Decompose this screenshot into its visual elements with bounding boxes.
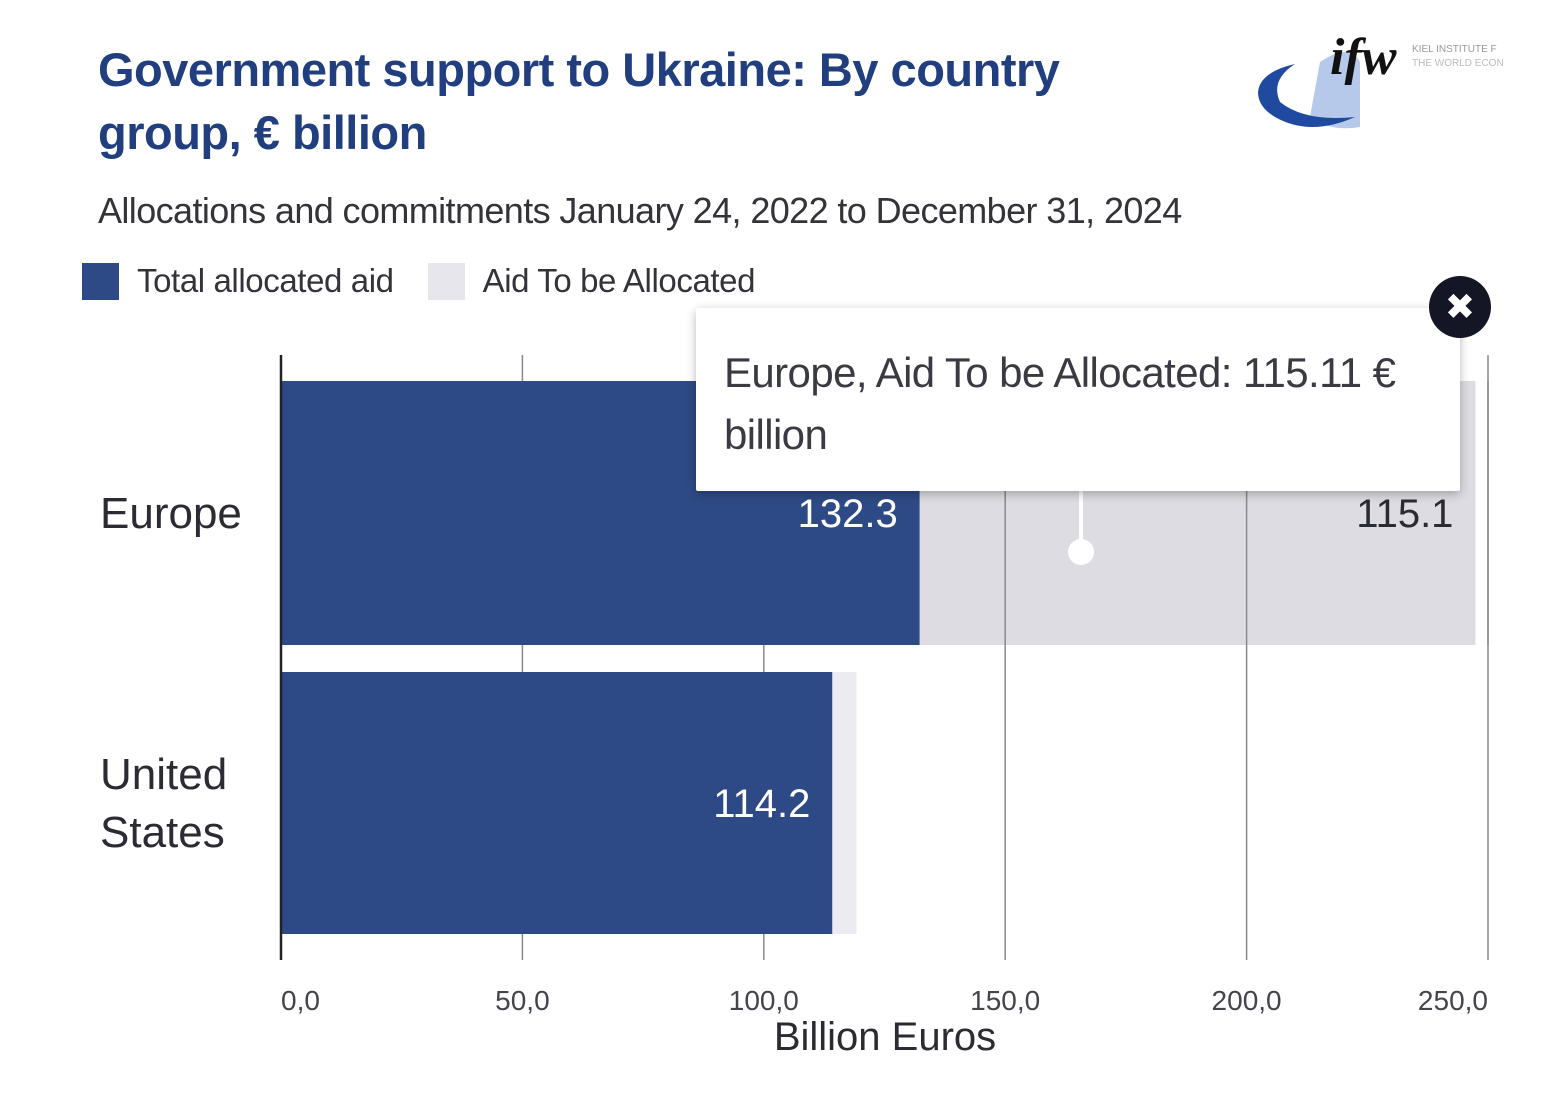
chart-title: Government support to Ukraine: By countr…	[98, 43, 1060, 159]
x-tick-label: 250,0	[1418, 985, 1488, 1016]
logo-line2: THE WORLD ECON	[1412, 58, 1504, 69]
x-tick-label: 200,0	[1212, 985, 1282, 1016]
chart-subtitle: Allocations and commitments January 24, …	[98, 190, 1182, 231]
logo-line1: KIEL INSTITUTE F	[1412, 44, 1497, 55]
legend-swatch-total-allocated	[82, 262, 119, 300]
legend-item-to-be-allocated[interactable]: Aid To be Allocated	[427, 262, 756, 300]
legend: Total allocated aid Aid To be Allocated	[82, 262, 789, 300]
data-label: 115.1	[1356, 492, 1453, 536]
globe-swoosh	[1258, 64, 1355, 127]
bar-united-states-aid-to-be-allocated[interactable]	[832, 672, 857, 934]
ifw-logo: ifw KIEL INSTITUTE F THE WORLD ECON	[1258, 29, 1504, 129]
category-label: Europe	[100, 489, 242, 538]
legend-item-total-allocated[interactable]: Total allocated aid	[82, 262, 394, 300]
bar-united-states-total-allocated-aid[interactable]	[281, 672, 833, 934]
tooltip-close-button[interactable]: ✖	[1429, 276, 1491, 338]
legend-label: Total allocated aid	[137, 262, 394, 299]
x-tick-label: 100,0	[729, 985, 799, 1016]
category-label: States	[100, 808, 225, 857]
x-axis-label: Billion Euros	[774, 1015, 996, 1059]
x-tick-label: 150,0	[970, 985, 1040, 1016]
tooltip: Europe, Aid To be Allocated: 115.11 € bi…	[696, 308, 1460, 491]
logo-mark: ifw	[1330, 29, 1397, 86]
tooltip-text: Europe, Aid To be Allocated: 115.11 € bi…	[724, 349, 1396, 458]
legend-swatch-to-be-allocated	[427, 262, 465, 300]
data-label: 132.3	[798, 492, 898, 536]
x-tick-label: 0,0	[281, 985, 320, 1016]
legend-label: Aid To be Allocated	[482, 262, 756, 299]
x-tick-label: 50,0	[495, 985, 550, 1016]
globe-icon	[1310, 52, 1360, 129]
tooltip-pointer-dot	[1068, 539, 1094, 565]
close-icon: ✖	[1444, 286, 1476, 327]
category-label: United	[100, 750, 227, 799]
data-label: 114.2	[713, 782, 810, 826]
